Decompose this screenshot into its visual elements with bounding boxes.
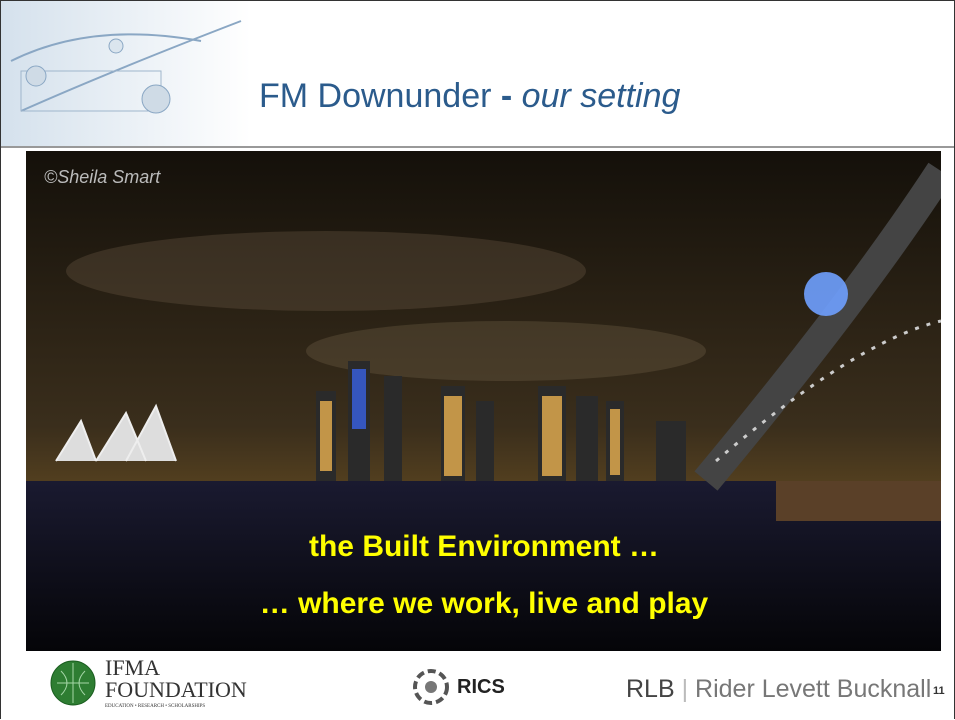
title-main: FM Downunder	[259, 77, 491, 115]
ifma-sub: FOUNDATION	[105, 679, 247, 701]
header-rule	[1, 146, 954, 148]
ifma-name: IFMA	[105, 657, 247, 679]
ifma-logo: IFMA FOUNDATION EDUCATION • RESEARCH • S…	[49, 657, 247, 709]
caption-line: the Built Environment …	[309, 530, 659, 563]
rics-name: RICS	[457, 676, 505, 699]
title-emphasis: our setting	[522, 77, 681, 115]
photo-watermark: ©Sheila Smart	[44, 167, 161, 187]
rlb-sub: Rider Levett Bucknall	[695, 675, 931, 703]
ifma-tagline: EDUCATION • RESEARCH • SCHOLARSHIPS	[105, 704, 247, 709]
page-number: 11	[933, 685, 945, 697]
ifma-globe	[49, 659, 97, 707]
header-decoration	[1, 1, 251, 146]
photo: ©Sheila Smart the Built Environment … … …	[26, 151, 941, 651]
rics-logo: RICS	[411, 667, 505, 707]
slide: FM Downunder - our setting ©Sheila Smart	[0, 0, 955, 719]
caption-line: … where we work, live and play	[260, 587, 709, 620]
rics-emblem	[411, 667, 451, 707]
rlb-name: RLB	[626, 675, 675, 703]
title-separator: -	[501, 77, 512, 115]
rlb-logo: RLB | Rider Levett Bucknall	[626, 675, 931, 704]
slide-title: FM Downunder - our setting	[259, 77, 680, 116]
